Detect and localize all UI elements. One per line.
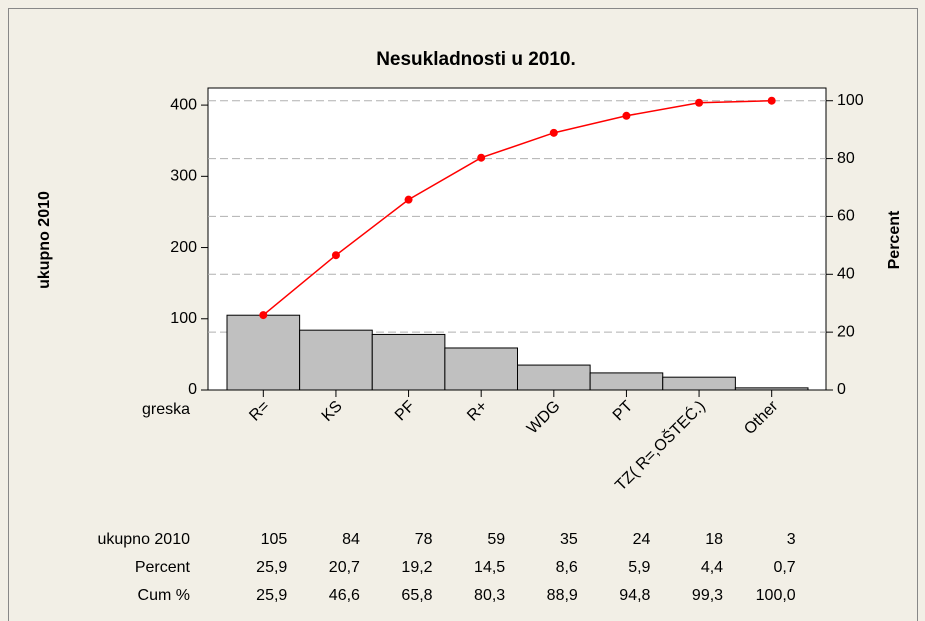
cum-point bbox=[549, 128, 558, 137]
table-value: 84 bbox=[342, 531, 360, 548]
table-value: 105 bbox=[261, 531, 288, 548]
y-tick-label: 300 bbox=[170, 168, 197, 185]
y2-tick-label: 80 bbox=[837, 150, 855, 167]
cum-point bbox=[767, 96, 776, 105]
table-row-label: Percent bbox=[135, 559, 191, 576]
cum-line bbox=[262, 99, 772, 316]
cum-point bbox=[331, 251, 340, 260]
table-value: 80,3 bbox=[474, 587, 505, 604]
table-value: 3 bbox=[787, 531, 796, 548]
table-value: 20,7 bbox=[329, 559, 360, 576]
table-value: 35 bbox=[560, 531, 578, 548]
table-value: 25,9 bbox=[256, 587, 287, 604]
bar bbox=[299, 329, 373, 391]
y2-tick-label: 100 bbox=[837, 92, 864, 109]
y2-tick-label: 20 bbox=[837, 323, 855, 340]
table-value: 24 bbox=[633, 531, 651, 548]
bar bbox=[444, 347, 518, 391]
table-value: 14,5 bbox=[474, 559, 505, 576]
table-row-label: ukupno 2010 bbox=[97, 531, 190, 548]
table-value: 46,6 bbox=[329, 587, 360, 604]
y-tick-label: 400 bbox=[170, 96, 197, 113]
cum-point bbox=[622, 111, 631, 120]
bar bbox=[371, 333, 446, 391]
x-axis-label: greska bbox=[142, 401, 190, 418]
bar bbox=[662, 376, 736, 391]
table-value: 100,0 bbox=[756, 587, 796, 604]
table-value: 88,9 bbox=[547, 587, 578, 604]
y2-tick-label: 0 bbox=[837, 381, 846, 398]
table-value: 94,8 bbox=[619, 587, 650, 604]
table-value: 78 bbox=[415, 531, 433, 548]
chart-title: Nesukladnosti u 2010. bbox=[376, 49, 576, 70]
y2-tick-label: 40 bbox=[837, 266, 855, 283]
table-value: 19,2 bbox=[401, 559, 432, 576]
y-tick-label: 200 bbox=[170, 239, 197, 256]
y-tick-label: 0 bbox=[188, 381, 197, 398]
table-value: 4,4 bbox=[701, 559, 723, 576]
cum-point bbox=[695, 98, 704, 107]
table-value: 18 bbox=[705, 531, 723, 548]
table-row-label: Cum % bbox=[138, 587, 190, 604]
table-value: 5,9 bbox=[628, 559, 650, 576]
cum-point bbox=[404, 195, 413, 204]
y-tick-label: 100 bbox=[170, 310, 197, 327]
y-axis-label: ukupno 2010 bbox=[36, 191, 53, 289]
cum-point bbox=[477, 153, 486, 162]
table-value: 8,6 bbox=[556, 559, 578, 576]
y2-tick-label: 60 bbox=[837, 208, 855, 225]
table-value: 0,7 bbox=[773, 559, 795, 576]
table-value: 25,9 bbox=[256, 559, 287, 576]
table-value: 65,8 bbox=[401, 587, 432, 604]
bar bbox=[589, 372, 664, 391]
y2-axis-label: Percent bbox=[886, 210, 903, 269]
table-value: 59 bbox=[487, 531, 505, 548]
table-value: 99,3 bbox=[692, 587, 723, 604]
bar bbox=[226, 314, 301, 391]
bar bbox=[734, 387, 809, 391]
cum-point bbox=[259, 311, 268, 320]
bar bbox=[517, 364, 591, 391]
